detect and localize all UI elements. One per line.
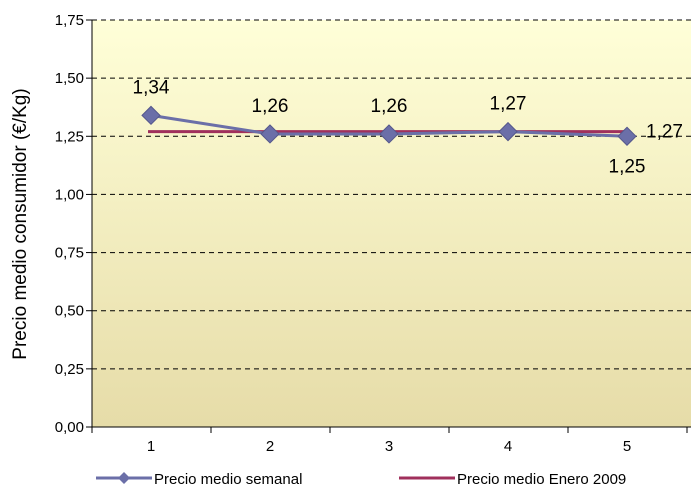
data-label: 1,27	[490, 94, 527, 115]
y-tick-labels: 0,00 0,25 0,50 0,75 1,00 1,25 1,50 1,75	[55, 12, 84, 436]
y-tick-label: 0,25	[55, 361, 84, 378]
y-tick-label: 1,25	[55, 128, 84, 145]
data-point-marker	[498, 121, 518, 142]
y-tick-label: 0,75	[55, 245, 84, 262]
y-tick-label: 0,50	[55, 303, 84, 320]
data-point-marker	[141, 105, 161, 126]
series-layer	[141, 105, 637, 146]
y-tick-label: 1,00	[55, 186, 84, 203]
data-point-marker	[260, 124, 280, 144]
y-tick-label: 1,75	[55, 12, 84, 29]
data-label: 1,26	[252, 96, 289, 117]
x-tick-label: 4	[504, 438, 512, 455]
axes	[91, 20, 691, 433]
legend-label: Precio medio Enero 2009	[457, 471, 626, 488]
data-label: 1,26	[371, 96, 408, 117]
x-tick-label: 5	[623, 438, 631, 455]
data-label: 1,25	[609, 156, 646, 177]
y-tick-label: 1,50	[55, 70, 84, 87]
reference-end-label: 1,27	[646, 122, 683, 143]
y-axis-label: Precio medio consumidor (€/Kg)	[10, 88, 31, 359]
plot-background	[92, 20, 691, 427]
legend-label: Precio medio semanal	[154, 471, 302, 488]
x-tick-label: 2	[266, 438, 274, 455]
x-tick-label: 1	[147, 438, 155, 455]
data-point-marker	[379, 124, 399, 144]
legend: Precio medio semanal Precio medio Enero 2…	[96, 471, 626, 488]
y-tick-label: 0,00	[55, 419, 84, 436]
x-tick-label: 3	[385, 438, 393, 455]
x-tick-labels: 1 2 3 4 5	[147, 438, 631, 455]
data-label: 1,34	[133, 77, 170, 98]
legend-marker-precio-medio-semanal	[118, 472, 130, 484]
data-labels: 1,341,26 1,26 1,271,251,27	[133, 77, 683, 177]
data-point-marker	[617, 126, 637, 146]
